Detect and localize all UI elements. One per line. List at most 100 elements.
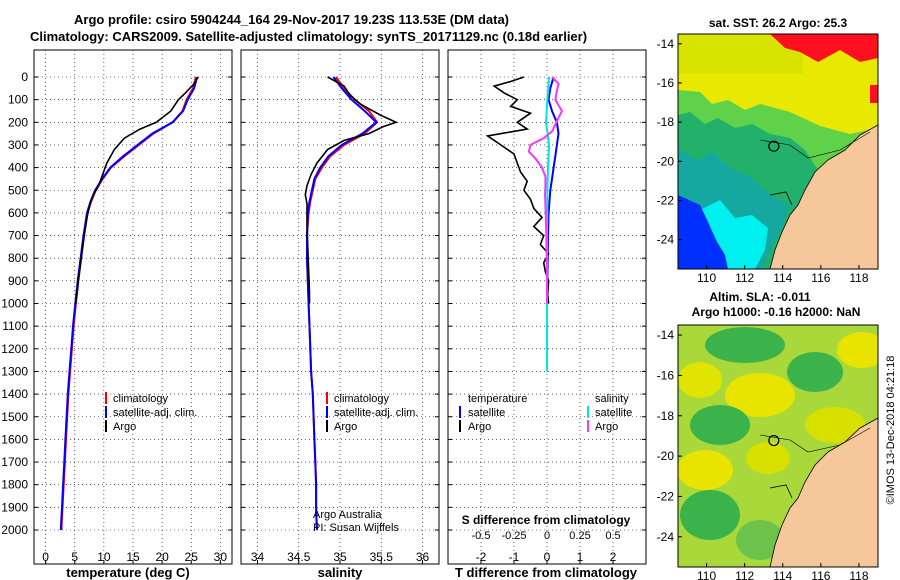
depth-tick-label: 900 xyxy=(8,274,28,288)
temperature-series-argo xyxy=(75,76,199,304)
temperature-xtick-label: 30 xyxy=(214,550,228,564)
difference-series-s-argo xyxy=(527,76,564,304)
temperature-xtick-label: 25 xyxy=(185,550,199,564)
sst-map-frame xyxy=(677,33,879,270)
sst-map-ytick-label: -20 xyxy=(657,154,675,168)
depth-tick-label: 100 xyxy=(8,93,28,107)
sla-map-subtitle: Argo h1000: -0.16 h2000: NaN xyxy=(692,305,861,319)
depth-tick-label: 1600 xyxy=(1,432,28,446)
temperature-series-satellite-adj-clim- xyxy=(59,76,199,531)
s-difference-tick-label: -0.5 xyxy=(472,530,491,542)
salinity-xtick-label: 35 xyxy=(333,550,347,564)
depth-tick-label: 700 xyxy=(8,229,28,243)
s-difference-tick-label: 0 xyxy=(544,530,550,542)
sla-map-xtick-label: 112 xyxy=(735,569,754,580)
sla-map-ytick-label: -24 xyxy=(657,530,675,544)
depth-tick-label: 2000 xyxy=(1,523,28,537)
title-line-2: Climatology: CARS2009. Satellite-adjuste… xyxy=(30,29,588,44)
difference-xtick-label: 1 xyxy=(577,550,584,564)
salinity-xtick-label: 36 xyxy=(416,550,430,564)
temperature-xtick-label: 20 xyxy=(155,550,169,564)
legend-label-satellite: satellite-adj. clim. xyxy=(113,407,197,419)
salinity-xtick-label: 34.5 xyxy=(287,550,311,564)
sst-map-xtick-label: 110 xyxy=(697,271,716,285)
s-difference-tick-label: 0.25 xyxy=(569,530,590,542)
temperature-panel: 0 5 10 15 20 25 30 0 100 200 300 400 500 600 700 800 90… xyxy=(1,49,233,580)
salinity-panel: 34 34.5 35 35.5 36 salinity climatology sate… xyxy=(240,49,440,580)
legend-title-salinity: salinity xyxy=(595,393,629,405)
depth-tick-label: 1200 xyxy=(1,342,28,356)
s-difference-tick-label: -0.25 xyxy=(501,530,526,542)
depth-tick-label: 400 xyxy=(8,161,28,175)
salinity-series-argo xyxy=(304,76,399,304)
sst-map-argo-marker xyxy=(768,140,780,152)
depth-tick-label: 0 xyxy=(21,70,28,84)
legend-label-s-argo: Argo xyxy=(595,421,618,433)
sst-map-xtick-label: 118 xyxy=(849,271,868,285)
salinity-xtick-label: 34 xyxy=(251,550,265,564)
difference-xtick-label: -1 xyxy=(509,550,520,564)
temperature-legend: climatology satellite-adj. clim. Argo xyxy=(105,392,197,433)
temperature-xtick-label: 5 xyxy=(71,550,78,564)
sla-map-ytick-label: -22 xyxy=(657,489,675,503)
depth-tick-label: 200 xyxy=(8,115,28,129)
sst-map-xtick-label: 116 xyxy=(811,271,830,285)
temperature-xtick-label: 10 xyxy=(97,550,111,564)
legend-label-t-argo: Argo xyxy=(468,421,491,433)
legend-title-temperature: temperature xyxy=(468,393,527,405)
difference-xtick-label: 0 xyxy=(544,550,551,564)
sla-map-xtick-label: 114 xyxy=(773,569,792,580)
sla-map-ytick-label: -20 xyxy=(657,449,675,463)
legend-label-climatology: climatology xyxy=(334,393,390,405)
temperature-series-climatology xyxy=(60,76,197,531)
depth-tick-label: 1800 xyxy=(1,478,28,492)
argo-australia-note: Argo Australia xyxy=(313,509,382,521)
depth-tick-label: 600 xyxy=(8,206,28,220)
t-difference-axis-label: T difference from climatology xyxy=(455,565,638,580)
depth-tick-label: 1000 xyxy=(1,297,28,311)
legend-label-argo: Argo xyxy=(113,421,136,433)
sla-map-ytick-label: -18 xyxy=(657,409,675,423)
salinity-xtick-label: 35.5 xyxy=(370,550,394,564)
sst-map-ytick-label: -16 xyxy=(657,76,675,90)
sla-map-argo-marker xyxy=(768,434,780,447)
sst-map-ytick-label: -14 xyxy=(657,37,675,51)
sst-map-ytick-label: -24 xyxy=(657,233,675,247)
sst-map-title: sat. SST: 26.2 Argo: 25.3 xyxy=(709,16,848,30)
difference-xtick-label: 2 xyxy=(610,550,617,564)
temperature-xtick-label: 15 xyxy=(126,550,140,564)
sst-map-xtick-label: 112 xyxy=(735,271,754,285)
sla-map-frame xyxy=(677,324,879,568)
depth-tick-label: 1300 xyxy=(1,364,28,378)
sla-map-field xyxy=(678,325,878,567)
difference-panel: -2 -1 0 1 2 -0.5 -0.25 0 0.25 0.5 S difference f… xyxy=(447,49,647,580)
depth-tick-label: 1900 xyxy=(1,500,28,514)
sla-map-title: Altim. SLA: -0.011 xyxy=(709,290,811,304)
depth-tick-label: 1700 xyxy=(1,455,28,469)
sst-map-field xyxy=(678,34,878,269)
pi-note: PI: Susan Wijffels xyxy=(313,522,399,534)
sla-map: Altim. SLA: -0.011 Argo h1000: -0.16 h20… xyxy=(657,290,879,580)
sla-map-xtick-label: 110 xyxy=(697,569,716,580)
depth-tick-label: 300 xyxy=(8,138,28,152)
difference-xtick-label: -2 xyxy=(476,550,487,564)
sla-map-xtick-label: 118 xyxy=(849,569,868,580)
s-difference-axis-label: S difference from climatology xyxy=(462,513,631,527)
imos-credit: ©IMOS 13-Dec-2018 04:21:18 xyxy=(885,355,897,505)
depth-tick-label: 500 xyxy=(8,183,28,197)
sst-map-ytick-label: -22 xyxy=(657,193,675,207)
sla-map-ytick-label: -14 xyxy=(657,328,675,342)
legend-label-argo: Argo xyxy=(334,421,357,433)
temperature-axis-label: temperature (deg C) xyxy=(66,565,190,580)
sst-map-xtick-label: 114 xyxy=(773,271,792,285)
depth-tick-label: 1400 xyxy=(1,387,28,401)
legend-label-satellite: satellite-adj. clim. xyxy=(334,407,418,419)
depth-tick-label: 800 xyxy=(8,251,28,265)
depth-tick-label: 1500 xyxy=(1,410,28,424)
title-line-1: Argo profile: csiro 5904244_164 29-Nov-2… xyxy=(74,12,509,27)
salinity-axis-label: salinity xyxy=(318,565,364,580)
legend-label-climatology: climatology xyxy=(113,393,169,405)
sla-map-xtick-label: 116 xyxy=(811,569,830,580)
difference-legend: temperature satellite Argo salinity sate… xyxy=(459,393,632,433)
